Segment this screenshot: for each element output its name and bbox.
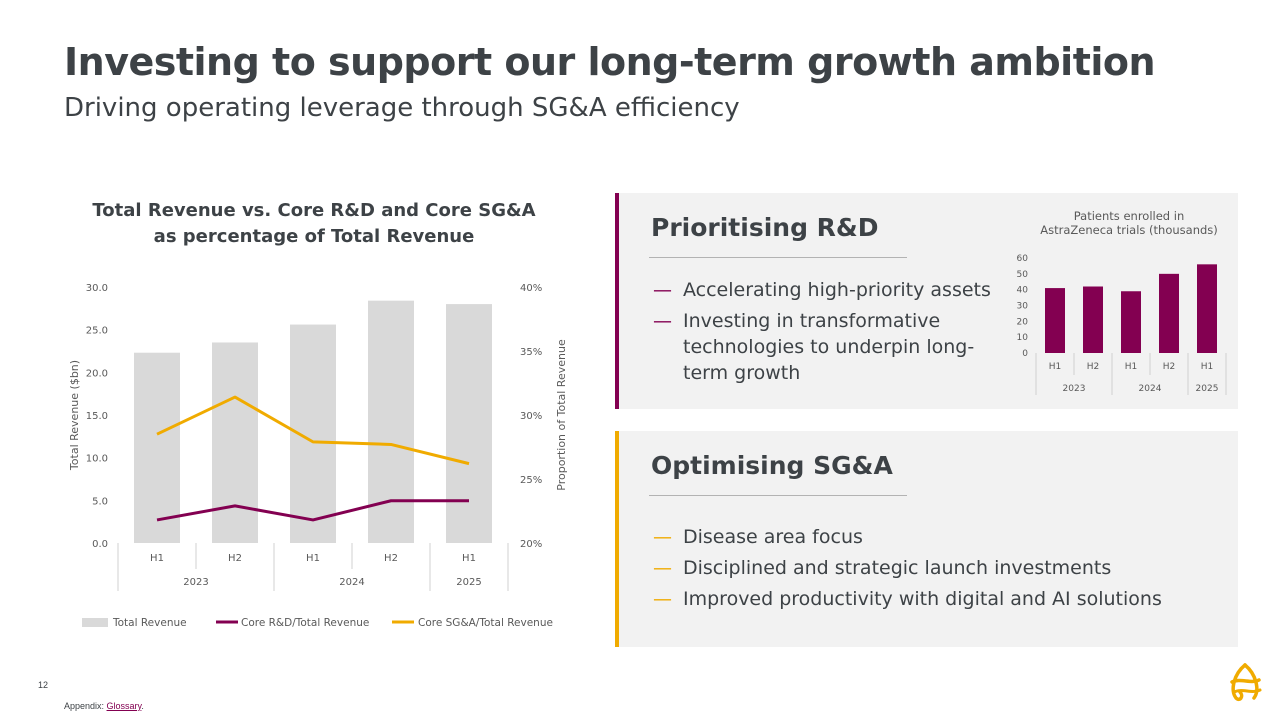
y-axis-tick-label: 10.0 [86,454,108,465]
astrazeneca-logo-icon [1230,663,1262,702]
patients-bar [1121,291,1141,353]
page-title: Investing to support our long-term growt… [64,40,1156,84]
y2-axis-tick-label: 25% [520,475,542,486]
mini-y-tick-label: 40 [1017,286,1029,296]
patients-bar [1045,288,1065,353]
rd-panel: Prioritising R&D — Accelerating high-prio… [615,193,1238,409]
main-chart-title: Total Revenue vs. Core R&D and Core SG&A… [64,198,564,250]
y-axis-tick-label: 25.0 [86,326,108,337]
footnote: Appendix: Glossary. [64,701,144,711]
rd-ratio-line [156,499,469,522]
page-number: 12 [38,680,49,690]
rd-bullet-text: Accelerating high-priority assets [683,279,991,301]
mini-y-tick-label: 30 [1017,302,1029,312]
bullet-dash-icon: — [653,279,672,301]
y-axis-tick-label: 30.0 [86,283,108,294]
mini-x-tick-label: H2 [1163,362,1176,372]
patients-chart-title-line-1: Patients enrolled in [1073,209,1185,223]
mini-x-group-label: 2025 [1196,384,1219,394]
sga-bullet-text: Improved productivity with digital and A… [683,588,1162,610]
page-subtitle: Driving operating leverage through SG&A … [64,93,740,123]
mini-x-group-label: 2024 [1139,384,1162,394]
revenue-bar [446,304,492,543]
mini-y-tick-label: 60 [1017,254,1029,264]
revenue-bar [134,352,180,543]
legend-label: Core SG&A/Total Revenue [418,617,553,629]
legend-swatch-revenue [82,618,108,627]
y2-axis-tick-label: 35% [520,347,542,358]
mini-x-tick-label: H1 [1125,362,1138,372]
y2-axis-label: Proportion of Total Revenue [555,339,568,491]
y2-axis-tick-label: 40% [520,283,542,294]
legend-label: Total Revenue [112,617,187,629]
patients-bar [1197,264,1217,353]
rd-panel-divider [649,257,907,258]
sga-panel: Optimising SG&A — Disease area focus — Dis… [615,431,1238,647]
bullet-dash-icon: — [653,588,672,610]
rd-bullet: — Accelerating high-priority assets [653,277,998,303]
x-axis-group-label: 2024 [339,577,364,588]
legend-label: Core R&D/Total Revenue [241,617,369,629]
bullet-dash-icon: — [653,310,672,332]
revenue-chart: 0.0 5.0 10.0 15.0 20.0 25.0 30.0 20% 25% 30% 35% 40… [68,283,568,629]
rd-bullet-list: — Accelerating high-priority assets — Inve… [653,277,998,391]
x-axis-tick-label: H2 [228,553,242,564]
patients-bar [1159,273,1179,353]
patients-chart-title-line-2: AstraZeneca trials (thousands) [1040,223,1218,237]
rd-bullet-text: Investing in transformative technologies… [683,310,975,384]
mini-x-group-label: 2023 [1063,384,1086,394]
rd-bullet: — Investing in transformative technologie… [653,308,998,386]
patients-bar [1083,286,1103,353]
mini-x-tick-label: H2 [1087,362,1100,372]
sga-ratio-line [156,395,470,466]
mini-y-tick-label: 0 [1022,349,1028,359]
sga-bullet: — Disease area focus [653,524,1213,550]
x-axis-tick-label: H1 [150,553,164,564]
glossary-link[interactable]: Glossary [106,701,142,711]
y-axis-tick-label: 15.0 [86,411,108,422]
y-axis-label: Total Revenue ($bn) [68,360,81,471]
patients-chart: 0 10 20 30 40 50 60 H1 H2 H1 H2 H1 2023 2024 2025 [1017,254,1227,395]
sga-bullet-list: — Disease area focus — Disciplined and str… [653,524,1213,617]
y2-axis-tick-label: 30% [520,411,542,422]
sga-bullet: — Improved productivity with digital and … [653,586,1213,612]
sga-bullet-text: Disease area focus [683,526,863,548]
sga-panel-heading: Optimising SG&A [651,451,893,480]
bullet-dash-icon: — [653,557,672,579]
mini-y-tick-label: 10 [1017,333,1029,343]
x-axis-tick-label: H1 [306,553,320,564]
x-axis-group-label: 2023 [183,577,208,588]
y-axis-tick-label: 20.0 [86,368,108,379]
bullet-dash-icon: — [653,526,672,548]
mini-y-tick-label: 20 [1017,317,1029,327]
patients-chart-title: Patients enrolled in AstraZeneca trials … [1039,209,1219,237]
sga-bullet-text: Disciplined and strategic launch investm… [683,557,1112,579]
revenue-bar [212,342,258,543]
x-axis-group-label: 2025 [456,577,481,588]
y-axis-tick-label: 5.0 [92,496,108,507]
y2-axis-tick-label: 20% [520,539,542,550]
main-chart-title-line-1: Total Revenue vs. Core R&D and Core SG&A [92,200,536,221]
sga-panel-divider [649,495,907,496]
rd-panel-heading: Prioritising R&D [651,213,879,242]
sga-bullet: — Disciplined and strategic launch invest… [653,555,1213,581]
revenue-bar [368,300,414,543]
x-axis-tick-label: H1 [462,553,476,564]
x-axis-tick-label: H2 [384,553,398,564]
mini-x-tick-label: H1 [1201,362,1214,372]
footnote-suffix: . [141,701,144,711]
appendix-prefix: Appendix: [64,701,107,711]
main-chart-title-line-2: as percentage of Total Revenue [153,226,475,247]
y-axis-tick-label: 0.0 [92,539,108,550]
mini-x-tick-label: H1 [1049,362,1062,372]
mini-y-tick-label: 50 [1017,270,1029,280]
